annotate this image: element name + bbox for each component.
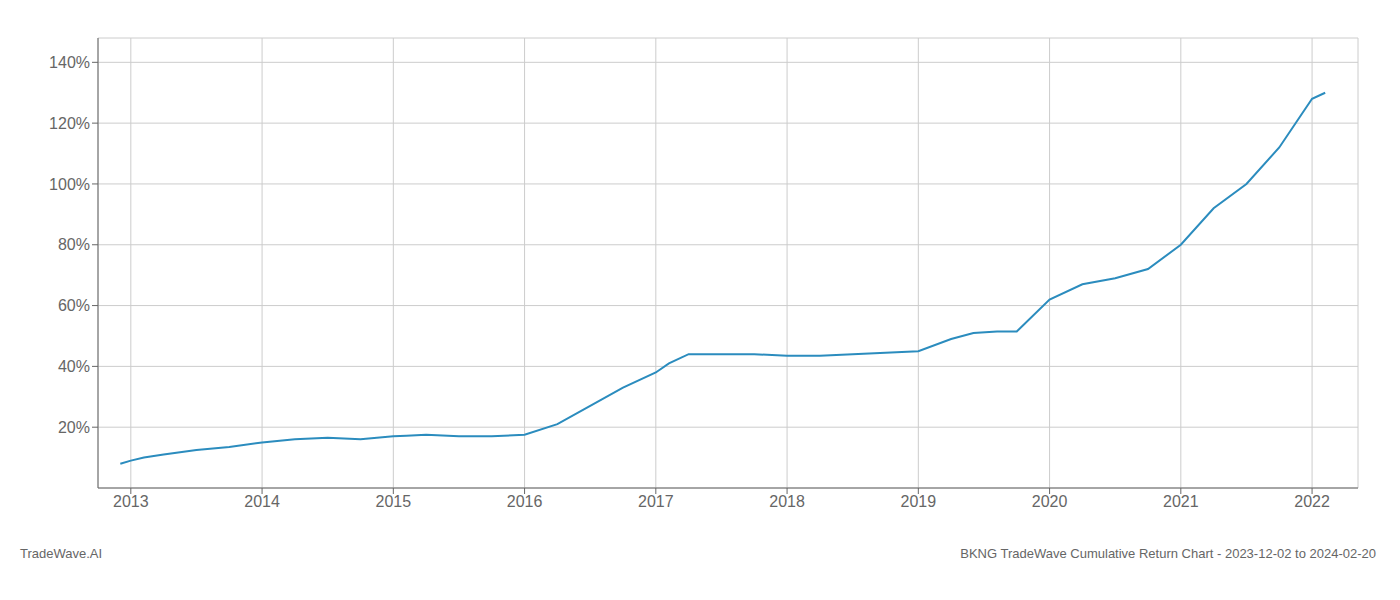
- svg-text:2013: 2013: [113, 493, 149, 510]
- svg-text:2020: 2020: [1032, 493, 1068, 510]
- svg-text:20%: 20%: [58, 419, 90, 436]
- svg-text:100%: 100%: [49, 176, 90, 193]
- html-text:BKNG TradeWave Cumulative Retu: BKNG TradeWave Cumulative Return Chart -…: [960, 546, 1376, 561]
- svg-text:2017: 2017: [638, 493, 674, 510]
- svg-text:2019: 2019: [901, 493, 937, 510]
- svg-text:2021: 2021: [1163, 493, 1199, 510]
- svg-text:2016: 2016: [507, 493, 543, 510]
- svg-text:140%: 140%: [49, 54, 90, 71]
- svg-text:60%: 60%: [58, 297, 90, 314]
- svg-text:2022: 2022: [1294, 493, 1330, 510]
- svg-text:120%: 120%: [49, 115, 90, 132]
- html-text:TradeWave.AI: TradeWave.AI: [20, 546, 103, 561]
- svg-text:2018: 2018: [769, 493, 805, 510]
- svg-text:2015: 2015: [376, 493, 412, 510]
- svg-text:80%: 80%: [58, 236, 90, 253]
- svg-text:2014: 2014: [244, 493, 280, 510]
- svg-text:40%: 40%: [58, 358, 90, 375]
